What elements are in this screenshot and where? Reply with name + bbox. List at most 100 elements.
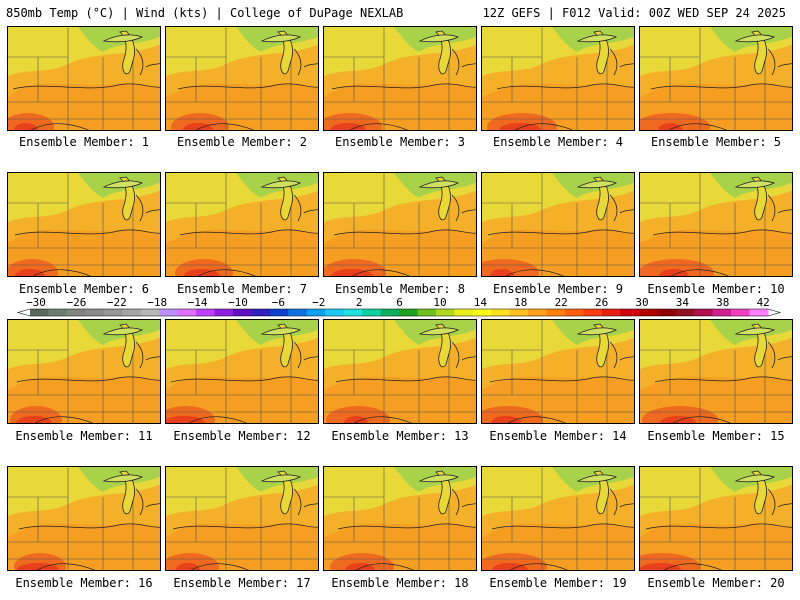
colorbar-swatch [583, 309, 603, 316]
valid-time-label: 12Z GEFS | F012 Valid: 00Z WED SEP 24 20… [482, 6, 786, 20]
colorbar-swatch [712, 309, 732, 316]
colorbar-tick-label: 18 [514, 296, 527, 309]
colorbar-tick-label: 2 [356, 296, 363, 309]
ensemble-member-map [165, 26, 319, 131]
ensemble-member-map [323, 26, 477, 131]
colorbar-swatch [731, 309, 751, 316]
colorbar-swatch [159, 309, 179, 316]
colorbar-swatch [103, 309, 123, 316]
ensemble-member-map [481, 466, 635, 571]
colorbar-swatch [749, 309, 769, 316]
colorbar-swatch [343, 309, 363, 316]
colorbar-tick-label: 38 [716, 296, 729, 309]
ensemble-member-label: Ensemble Member: 4 [492, 135, 624, 149]
colorbar-swatch [288, 309, 308, 316]
colorbar-swatch [620, 309, 640, 316]
ensemble-member-label: Ensemble Member: 17 [173, 576, 311, 590]
colorbar-tick-label: −6 [272, 296, 285, 309]
ensemble-member-map [165, 172, 319, 277]
ensemble-member-map [481, 319, 635, 424]
colorbar-swatch [694, 309, 714, 316]
ensemble-member-map [165, 319, 319, 424]
ensemble-member-map [323, 172, 477, 277]
ensemble-member-label: Ensemble Member: 16 [15, 576, 153, 590]
ensemble-member-map [639, 466, 793, 571]
colorbar-swatch [251, 309, 271, 316]
colorbar-swatch [214, 309, 234, 316]
colorbar-swatch [196, 309, 215, 316]
colorbar-swatch [325, 309, 345, 316]
colorbar-swatch [509, 309, 529, 316]
ensemble-member-label: Ensemble Member: 18 [331, 576, 469, 590]
colorbar-swatch [417, 309, 437, 316]
colorbar-swatch [177, 309, 197, 316]
ensemble-member-map [7, 466, 161, 571]
ensemble-member-label: Ensemble Member: 5 [650, 135, 782, 149]
colorbar-swatch [491, 309, 511, 316]
colorbar-tick-label: −22 [107, 296, 127, 309]
colorbar-tick-label: 22 [555, 296, 568, 309]
colorbar-swatch [565, 309, 584, 316]
ensemble-member-label: Ensemble Member: 20 [647, 576, 785, 590]
ensemble-member-map [7, 26, 161, 131]
colorbar-tick-label: −2 [312, 296, 325, 309]
temperature-colorbar: −30 −26 −22 −18 −14 −10 −6 −2 2 6 10 14 18 22 26 30 34 38… [16, 296, 782, 317]
colorbar-tick-label: 10 [433, 296, 446, 309]
ensemble-member-label: Ensemble Member: 15 [647, 429, 785, 443]
colorbar-tick-label: 6 [396, 296, 403, 309]
colorbar-swatch [675, 309, 695, 316]
colorbar-swatch [546, 309, 566, 316]
colorbar-swatch [30, 309, 49, 316]
colorbar-tick-label: 26 [595, 296, 608, 309]
ensemble-member-label: Ensemble Member: 3 [334, 135, 466, 149]
ensemble-member-label: Ensemble Member: 11 [15, 429, 153, 443]
colorbar-swatch [601, 309, 621, 316]
ensemble-member-map [7, 319, 161, 424]
colorbar-swatch [399, 309, 418, 316]
colorbar-swatch [435, 309, 455, 316]
colorbar-tick-label: −14 [188, 296, 208, 309]
colorbar-swatch [85, 309, 105, 316]
colorbar-swatch [122, 309, 142, 316]
colorbar-tick-label: 30 [635, 296, 648, 309]
ensemble-member-map [639, 172, 793, 277]
colorbar-swatch [232, 309, 252, 316]
colorbar-swatch [472, 309, 492, 316]
ensemble-member-label: Ensemble Member: 6 [18, 282, 150, 296]
colorbar-tick-label: 14 [474, 296, 488, 309]
ensemble-member-label: Ensemble Member: 10 [647, 282, 785, 296]
ensemble-member-label: Ensemble Member: 9 [492, 282, 624, 296]
ensemble-member-map [7, 172, 161, 277]
colorbar-swatch [657, 309, 677, 316]
ensemble-member-map [639, 319, 793, 424]
ensemble-member-label: Ensemble Member: 1 [18, 135, 150, 149]
ensemble-member-label: Ensemble Member: 12 [173, 429, 311, 443]
colorbar-swatch [140, 309, 160, 316]
ensemble-member-map [481, 26, 635, 131]
ensemble-member-map [481, 172, 635, 277]
colorbar-tick-label: −10 [228, 296, 248, 309]
ensemble-member-label: Ensemble Member: 13 [331, 429, 469, 443]
ensemble-member-label: Ensemble Member: 2 [176, 135, 308, 149]
colorbar-tick-label: −18 [147, 296, 167, 309]
colorbar-swatch [528, 309, 548, 316]
ensemble-member-label: Ensemble Member: 19 [489, 576, 627, 590]
ensemble-member-map [639, 26, 793, 131]
colorbar-swatch [269, 309, 289, 316]
colorbar-swatch [638, 309, 658, 316]
colorbar-swatch [66, 309, 86, 316]
map-title: 850mb Temp (°C) | Wind (kts) | College o… [6, 6, 404, 20]
colorbar-swatch [380, 309, 400, 316]
ensemble-member-label: Ensemble Member: 7 [176, 282, 308, 296]
ensemble-member-map [323, 466, 477, 571]
colorbar-swatch [48, 309, 68, 316]
ensemble-member-map [323, 319, 477, 424]
ensemble-member-map [165, 466, 319, 571]
ensemble-member-label: Ensemble Member: 14 [489, 429, 627, 443]
colorbar-swatch [306, 309, 326, 316]
colorbar-tick-label: 42 [757, 296, 770, 309]
colorbar-swatch [362, 309, 382, 316]
colorbar-swatch [454, 309, 474, 316]
colorbar-tick-label: 34 [676, 296, 690, 309]
